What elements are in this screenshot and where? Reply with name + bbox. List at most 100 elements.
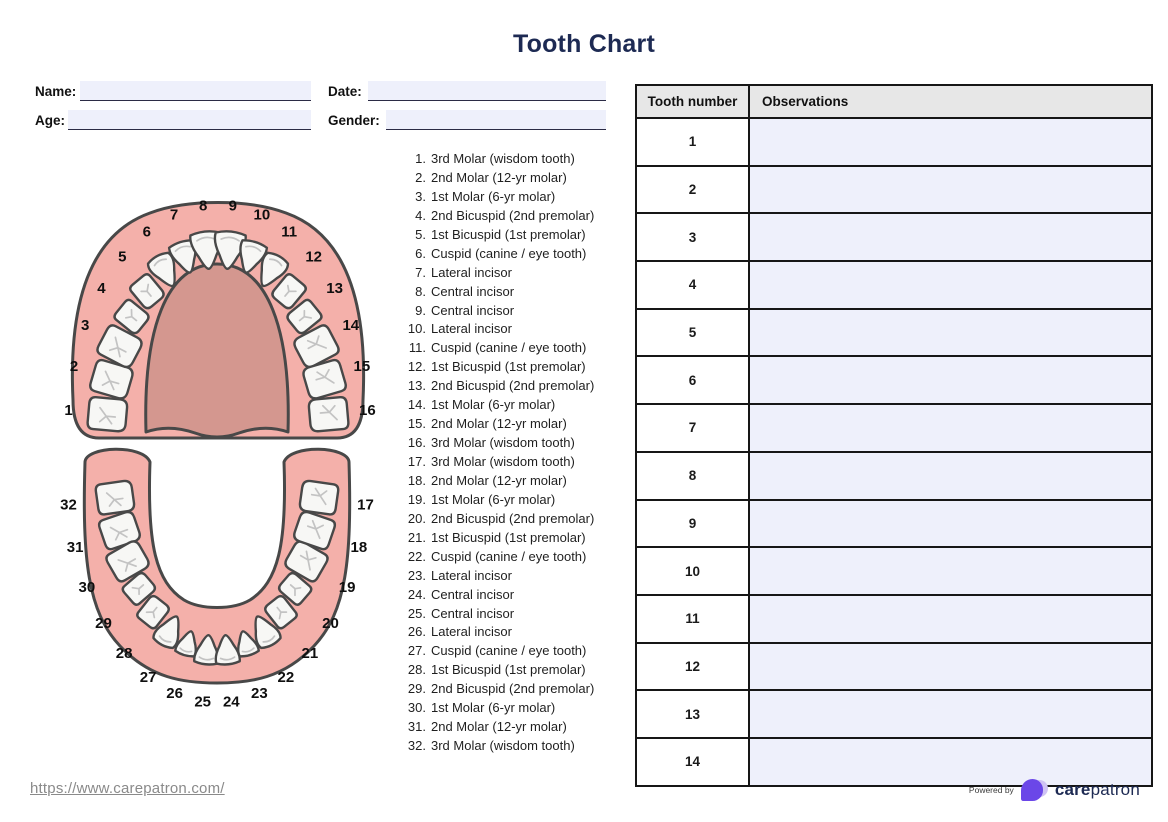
lower-tooth-number-label-17: 17 [357, 497, 374, 514]
observation-cell[interactable] [748, 546, 1153, 596]
upper-palate [144, 262, 290, 439]
upper-tooth-5 [129, 273, 165, 310]
lower-tooth-number-label-23: 23 [251, 685, 268, 702]
tooth-list-item: 18. 2nd Molar (12-yr molar) [407, 472, 567, 488]
tooth-number-cell: 1 [635, 117, 750, 167]
table-row: 9 [635, 498, 1153, 549]
observation-cell[interactable] [748, 164, 1153, 215]
tooth-list-item: 28. 1st Bicuspid (1st premolar) [407, 662, 586, 678]
lower-tooth-23 [237, 630, 260, 658]
tooth-number-cell: 6 [635, 355, 750, 406]
table-row: 8 [635, 450, 1153, 501]
tooth-list-item: 22. Cuspid (canine / eye tooth) [407, 548, 587, 564]
tooth-list-item: 24. Central incisor [407, 586, 515, 602]
upper-tooth-number-label-5: 5 [118, 248, 126, 265]
observation-cell[interactable] [748, 307, 1153, 358]
upper-tooth-number-label-12: 12 [305, 248, 322, 265]
tooth-list-item: 15. 2nd Molar (12-yr molar) [407, 416, 567, 432]
tooth-list-item: 29. 2nd Bicuspid (2nd premolar) [407, 681, 595, 697]
observations-header: Observations [748, 84, 1153, 119]
upper-tooth-3 [96, 324, 143, 369]
upper-tooth-number-label-9: 9 [229, 198, 237, 215]
date-input[interactable] [368, 81, 606, 101]
tooth-number-header: Tooth number [635, 84, 750, 119]
tooth-list-item: 19. 1st Molar (6-yr molar) [407, 491, 556, 507]
tooth-list-item: 31. 2nd Molar (12-yr molar) [407, 719, 567, 735]
lower-tooth-number-label-22: 22 [278, 669, 295, 686]
table-header-row: Tooth number Observations [635, 84, 1153, 119]
table-row: 4 [635, 260, 1153, 310]
lower-tooth-29 [121, 571, 157, 606]
lower-tooth-number-label-19: 19 [339, 579, 356, 596]
site-url-link[interactable]: https://www.carepatron.com/ [30, 780, 225, 797]
age-input[interactable] [68, 110, 311, 130]
tooth-list-item: 9. Central incisor [415, 302, 515, 318]
tooth-number-cell: 14 [635, 736, 750, 787]
tooth-list-item: 27. Cuspid (canine / eye tooth) [407, 643, 587, 659]
observation-cell[interactable] [748, 403, 1153, 453]
lower-tooth-number-label-32: 32 [60, 497, 77, 514]
tooth-list-item: 32. 3rd Molar (wisdom tooth) [407, 738, 575, 754]
powered-by-label: Powered by [968, 785, 1014, 795]
upper-tooth-1 [86, 396, 129, 433]
lower-tooth-25 [192, 634, 220, 666]
table-row: 2 [635, 164, 1153, 215]
observation-cell[interactable] [748, 641, 1153, 692]
tooth-list-item: 30. 1st Molar (6-yr molar) [407, 700, 556, 716]
observation-cell[interactable] [748, 593, 1153, 644]
upper-tooth-11 [260, 251, 290, 288]
table-row: 11 [635, 593, 1153, 644]
tooth-list-item: 11. Cuspid (canine / eye tooth) [408, 340, 587, 356]
lower-tooth-30 [105, 540, 150, 583]
observation-cell[interactable] [748, 736, 1153, 787]
table-row: 5 [635, 307, 1153, 358]
observation-cell[interactable] [748, 260, 1153, 310]
tooth-number-cell: 2 [635, 164, 750, 215]
tooth-list-item: 21. 1st Bicuspid (1st premolar) [407, 529, 586, 545]
observation-cell[interactable] [748, 355, 1153, 406]
tooth-number-cell: 7 [635, 403, 750, 453]
tooth-list-item: 4. 2nd Bicuspid (2nd premolar) [415, 207, 595, 223]
gender-input[interactable] [386, 110, 606, 130]
observation-cell[interactable] [748, 450, 1153, 501]
name-input[interactable] [80, 81, 311, 101]
tooth-list-item: 26. Lateral incisor [407, 624, 512, 640]
tooth-list-item: 23. Lateral incisor [407, 567, 512, 583]
tooth-number-cell: 5 [635, 307, 750, 358]
lower-tooth-number-label-30: 30 [79, 579, 96, 596]
tooth-list-item: 16. 3rd Molar (wisdom tooth) [407, 435, 575, 451]
lower-tooth-27 [152, 615, 180, 650]
lower-tooth-26 [174, 630, 197, 658]
tooth-list-item: 8. Central incisor [415, 283, 515, 299]
upper-tooth-number-label-10: 10 [254, 206, 271, 223]
tooth-list-item: 10. Lateral incisor [407, 321, 512, 337]
lower-tooth-number-label-26: 26 [166, 685, 183, 702]
observation-cell[interactable] [748, 212, 1153, 263]
tooth-name-list: 1. 3rd Molar (wisdom tooth) 2. 2nd Molar (1… [400, 150, 615, 756]
lower-tooth-number-label-24: 24 [223, 694, 240, 711]
observation-cell[interactable] [748, 689, 1153, 739]
upper-tooth-16 [307, 396, 350, 433]
tooth-list-item: 12. 1st Bicuspid (1st premolar) [407, 359, 586, 375]
upper-tooth-10 [239, 239, 269, 274]
upper-tooth-number-label-7: 7 [170, 206, 178, 223]
tooth-list-item: 25. Central incisor [407, 605, 515, 621]
tooth-number-cell: 9 [635, 498, 750, 549]
upper-tooth-13 [286, 298, 323, 335]
upper-tooth-number-label-1: 1 [64, 402, 72, 419]
lower-tooth-18 [293, 510, 337, 551]
observation-cell[interactable] [748, 498, 1153, 549]
observation-cell[interactable] [748, 117, 1153, 167]
lower-tooth-32 [94, 479, 136, 516]
observations-table: Tooth number Observations 1 2 3 4 5 6 7 8 9 10 11 1… [635, 84, 1153, 787]
upper-tooth-15 [302, 358, 347, 400]
date-label: Date: [328, 84, 362, 99]
lower-tooth-number-label-18: 18 [351, 539, 368, 556]
lower-tooth-number-label-21: 21 [302, 645, 319, 662]
carepatron-wordmark: carepatron [1054, 780, 1140, 799]
age-label: Age: [35, 113, 65, 128]
table-row: 3 [635, 212, 1153, 263]
gender-label: Gender: [328, 113, 380, 128]
